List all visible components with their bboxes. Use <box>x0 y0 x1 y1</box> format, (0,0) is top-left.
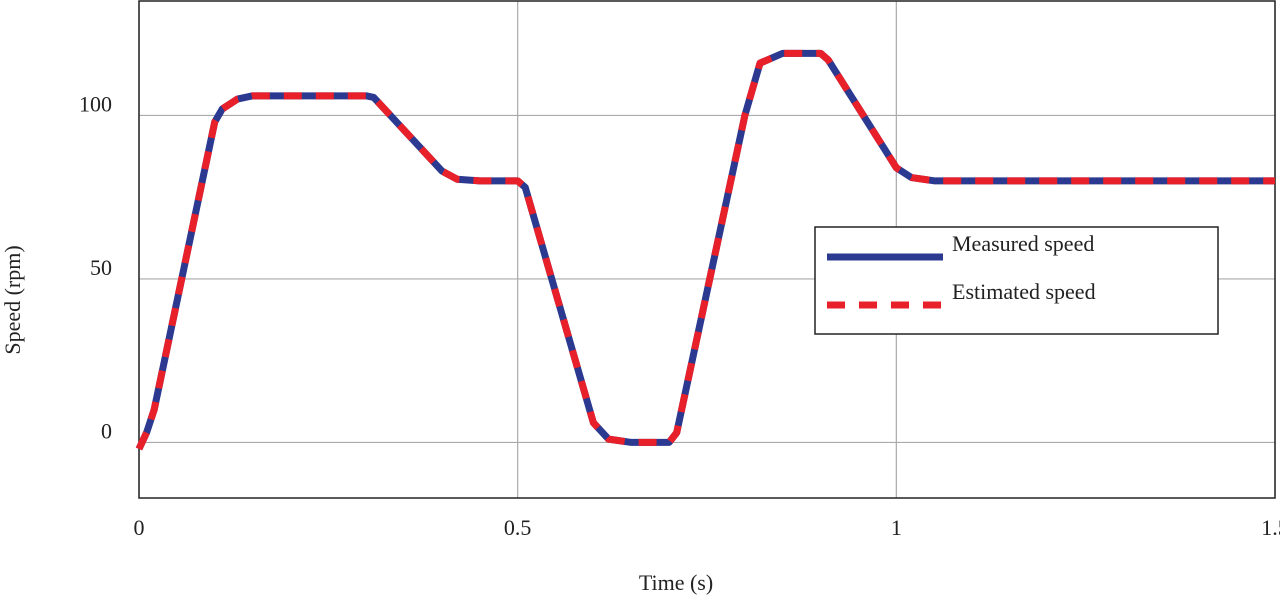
x-tick-label: 0.5 <box>504 515 532 540</box>
y-tick-label: 0 <box>101 418 112 443</box>
series-line <box>135 49 1275 451</box>
y-tick-label: 100 <box>79 91 112 116</box>
legend-box <box>814 226 1219 335</box>
y-tick-label: 50 <box>90 255 112 280</box>
legend-label: Estimated speed <box>952 279 1096 304</box>
y-axis-label: Speed (rpm) <box>0 245 25 354</box>
legend-label: Measured speed <box>952 231 1094 256</box>
plot-frame <box>138 0 1276 499</box>
x-tick-label: 1 <box>891 515 902 540</box>
x-tick-label: 1.5 <box>1261 515 1280 540</box>
x-tick-label: 0 <box>134 515 145 540</box>
x-axis-label: Time (s) <box>639 570 713 595</box>
